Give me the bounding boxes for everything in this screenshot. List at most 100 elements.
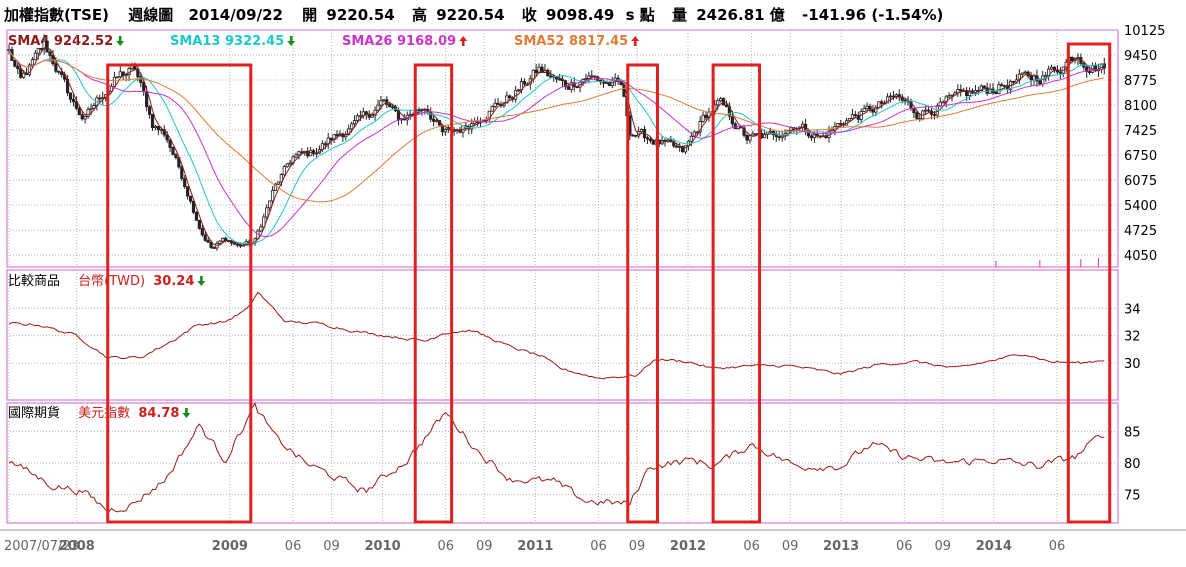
candle-body	[434, 120, 439, 122]
candle-body	[847, 118, 852, 122]
candle-body	[768, 130, 773, 133]
candle-body	[997, 84, 1001, 95]
price-y-tick: 5400	[1124, 199, 1157, 214]
up-arrow-icon	[459, 36, 468, 46]
price-y-tick: 10125	[1124, 24, 1165, 39]
price-y-tick: 8775	[1124, 74, 1157, 89]
candle-body	[862, 108, 866, 112]
candle-body	[853, 114, 857, 116]
candle-body	[209, 241, 213, 248]
candle-body	[294, 154, 298, 158]
candle-body	[350, 123, 354, 130]
candle-body	[68, 92, 73, 100]
up-arrow-icon	[631, 36, 640, 46]
candle-body	[1052, 66, 1057, 71]
candle-body	[191, 200, 196, 213]
plot-layer	[7, 34, 1106, 513]
index-name: 加權指數(TSE)	[3, 6, 109, 24]
candle-body	[648, 138, 652, 142]
candle-body	[929, 110, 934, 115]
candle-body	[16, 65, 20, 70]
candle-body	[355, 115, 360, 121]
x-tick-label: 2013	[823, 539, 859, 554]
x-tick-label: 2007/07/23	[4, 539, 79, 554]
volume-label: 量	[672, 6, 687, 24]
price-y-tick: 4050	[1124, 249, 1157, 264]
candle-body	[719, 98, 723, 102]
candle-body	[865, 105, 869, 109]
candle-body	[367, 113, 371, 118]
candle-body	[493, 102, 497, 107]
candle-body	[54, 63, 58, 72]
candle-body	[159, 129, 163, 131]
candle-body	[645, 137, 650, 140]
candle-body	[762, 133, 767, 139]
open-label: 開	[302, 6, 317, 24]
svg-text:國際期貨 美元指數 84.78: 國際期貨 美元指數 84.78	[8, 405, 179, 421]
candle-body	[338, 133, 342, 136]
candle-body	[549, 75, 553, 78]
x-tick-label: 06	[285, 539, 302, 554]
candle-body	[168, 139, 172, 148]
candle-body	[150, 113, 155, 128]
candle-body	[311, 150, 316, 155]
candle-body	[871, 109, 875, 113]
candle-body	[915, 112, 919, 119]
candle-body	[156, 125, 160, 130]
svg-text:比較商品 台幣(TWD) 30.24: 比較商品 台幣(TWD) 30.24	[8, 274, 194, 289]
sma4-label: SMA4 9242.52	[8, 34, 113, 49]
candle-body	[1029, 75, 1033, 81]
candle-body	[22, 72, 26, 78]
candle-body	[335, 134, 339, 136]
price-y-tick: 6750	[1124, 149, 1157, 164]
candle-body	[607, 82, 611, 86]
candle-body	[309, 150, 313, 157]
candle-body	[297, 151, 301, 156]
candle-body	[183, 178, 187, 188]
candle-body	[1044, 75, 1048, 77]
candle-body	[80, 114, 84, 120]
candle-body	[695, 131, 699, 134]
close-label: 收	[522, 6, 537, 24]
x-tick-label: 09	[935, 539, 952, 554]
candle-body	[443, 129, 447, 133]
candle-body	[352, 120, 357, 125]
candle-body	[1070, 56, 1074, 61]
x-tick-label: 2008	[59, 539, 95, 554]
candle-body	[584, 78, 588, 80]
candle-body	[522, 81, 527, 85]
candle-body	[514, 89, 518, 100]
dxy-y-tick: 80	[1124, 457, 1141, 472]
candle-body	[950, 94, 954, 97]
candle-body	[13, 60, 17, 67]
candle-body	[680, 146, 685, 153]
candle-body	[926, 109, 931, 112]
candle-body	[288, 162, 292, 165]
panel3-series-name: 美元指數	[78, 406, 130, 421]
candle-body	[1088, 71, 1092, 74]
candle-body	[924, 109, 928, 112]
candle-body	[180, 166, 184, 180]
candle-body	[1058, 71, 1062, 74]
candle-body	[188, 195, 193, 202]
candle-body	[540, 66, 544, 73]
header-date: 2014/09/22	[188, 6, 282, 24]
candle-body	[197, 219, 201, 229]
candle-body	[967, 90, 972, 97]
candle-body	[874, 107, 878, 113]
candle-body	[33, 52, 37, 61]
candle-body	[139, 76, 143, 83]
candle-body	[979, 85, 983, 92]
candle-body	[1023, 71, 1027, 74]
candle-body	[716, 100, 720, 106]
candle-body	[86, 109, 90, 117]
down-arrow-icon	[287, 36, 296, 46]
x-tick-label: 06	[1049, 539, 1066, 554]
overlay-layer	[106, 36, 1112, 524]
candle-body	[259, 226, 263, 232]
candle-body	[496, 102, 500, 105]
candle-body	[92, 105, 96, 109]
grid-layer	[0, 29, 1186, 531]
